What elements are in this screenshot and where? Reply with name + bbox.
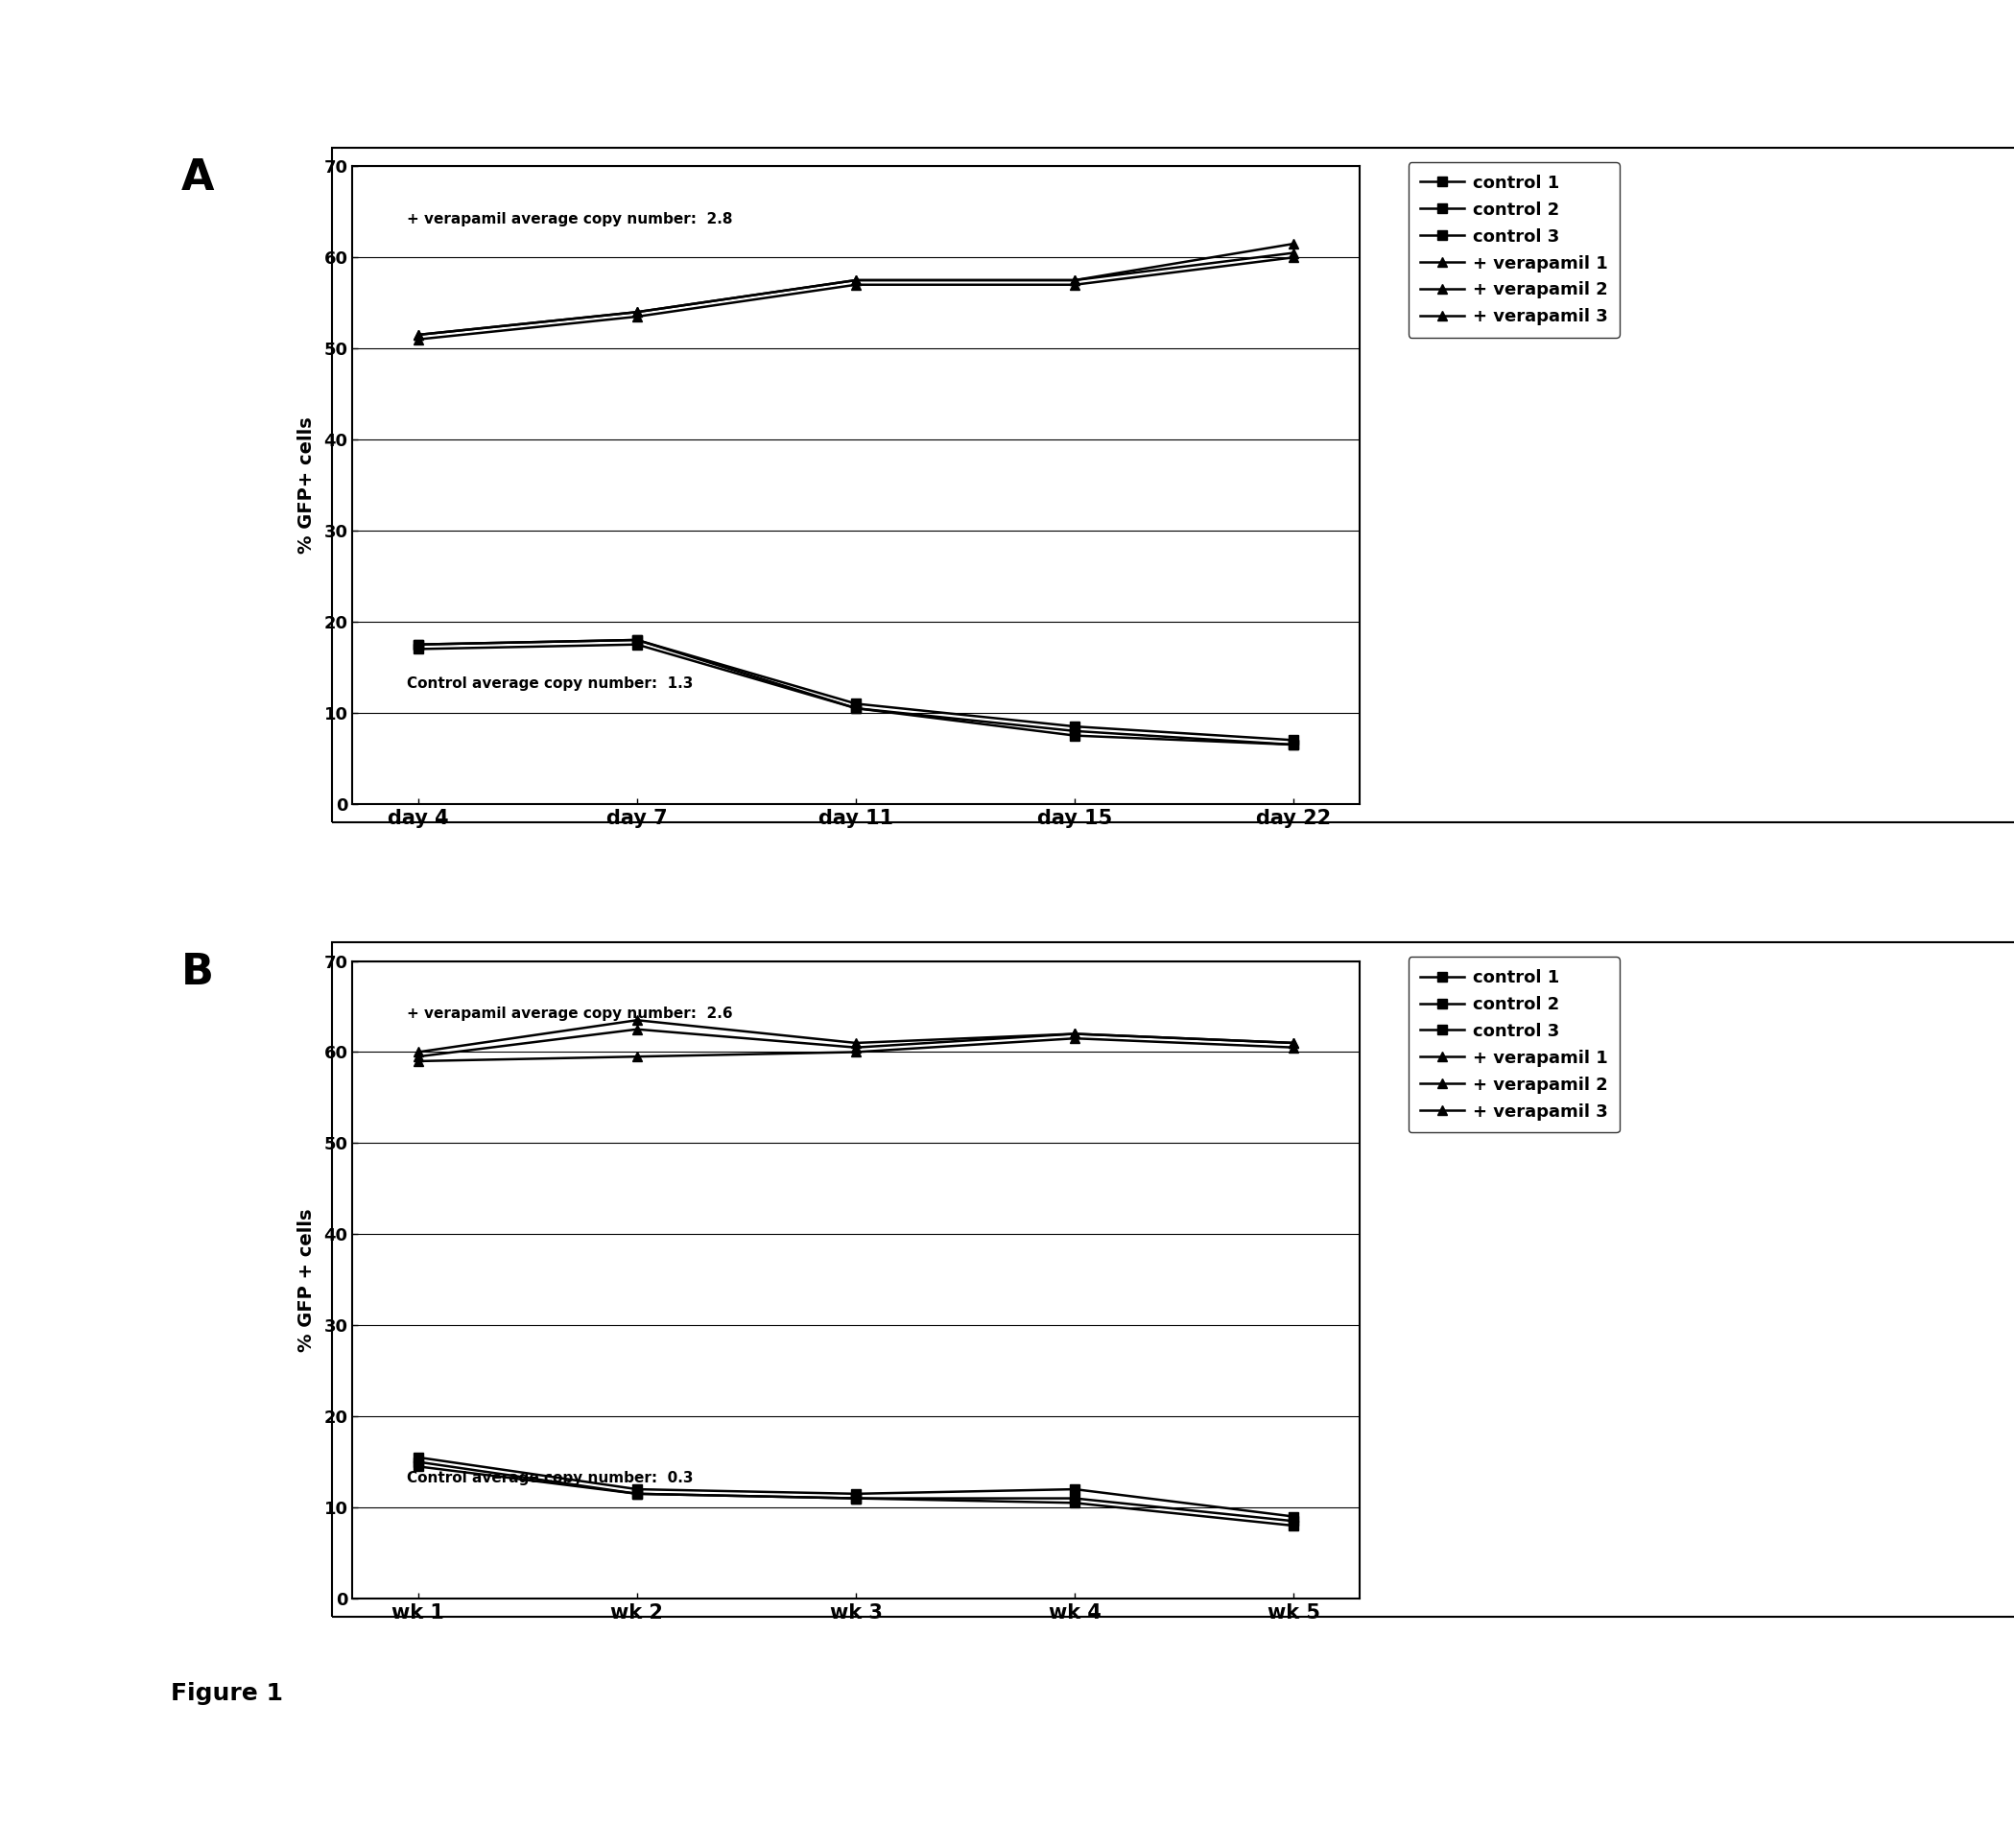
Text: + verapamil average copy number:  2.8: + verapamil average copy number: 2.8	[407, 213, 733, 225]
Text: Control average copy number:  0.3: Control average copy number: 0.3	[407, 1471, 693, 1486]
Text: + verapamil average copy number:  2.6: + verapamil average copy number: 2.6	[407, 1007, 733, 1020]
Y-axis label: % GFP + cells: % GFP + cells	[298, 1209, 316, 1351]
Legend: control 1, control 2, control 3, + verapamil 1, + verapamil 2, + verapamil 3: control 1, control 2, control 3, + verap…	[1408, 163, 1619, 338]
Y-axis label: % GFP+ cells: % GFP+ cells	[298, 416, 316, 554]
Text: A: A	[181, 157, 213, 198]
Text: B: B	[181, 952, 213, 992]
Legend: control 1, control 2, control 3, + verapamil 1, + verapamil 2, + verapamil 3: control 1, control 2, control 3, + verap…	[1408, 957, 1619, 1133]
Text: Control average copy number:  1.3: Control average copy number: 1.3	[407, 676, 693, 691]
Text: Figure 1: Figure 1	[171, 1682, 284, 1704]
